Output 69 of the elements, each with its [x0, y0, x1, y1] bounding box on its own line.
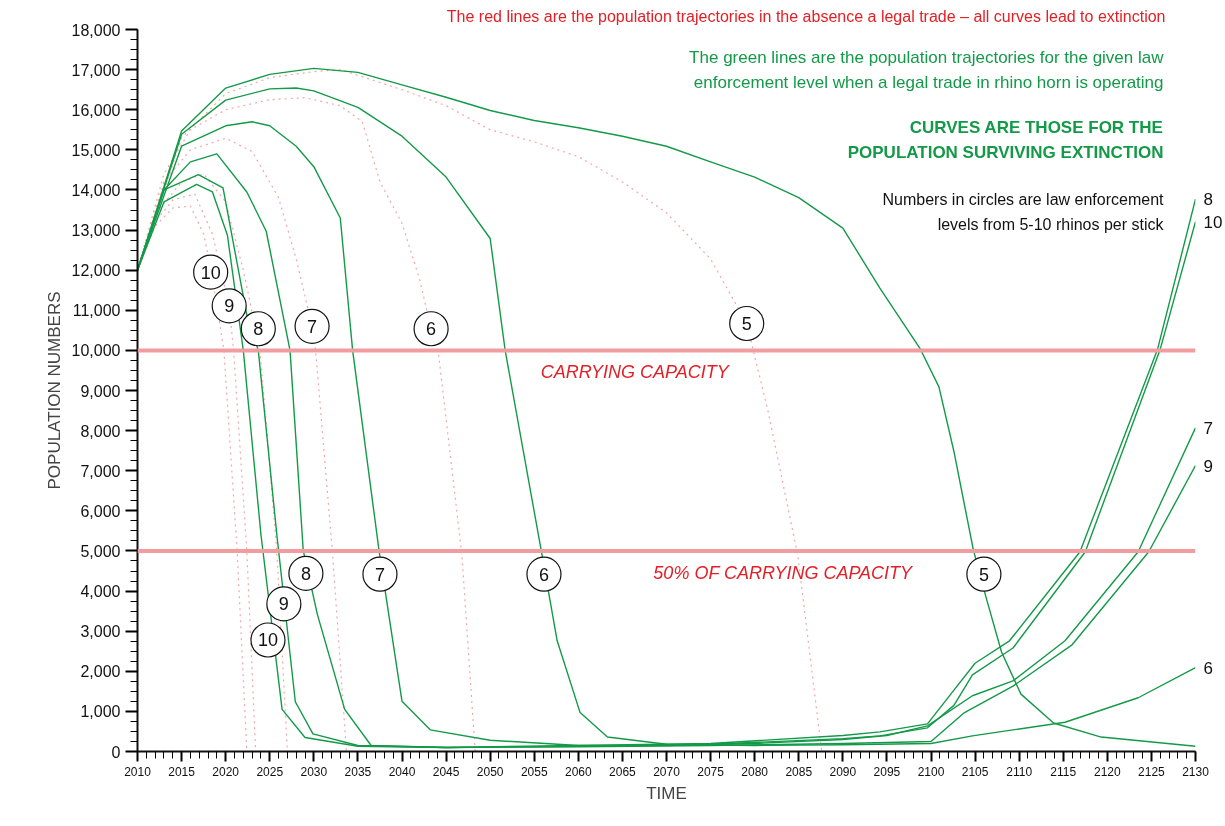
annotation: 8 — [1203, 190, 1213, 210]
y-tick-label: 0 — [111, 743, 121, 761]
x-tick-label: 2040 — [388, 764, 416, 779]
annotation: 10 — [257, 630, 279, 651]
x-tick-label: 2010 — [124, 764, 152, 779]
x-tick-label: 2095 — [873, 764, 901, 779]
annotation: 7 — [374, 564, 385, 585]
x-tick-label: 2125 — [1138, 764, 1166, 779]
x-tick-label: 2115 — [1050, 764, 1077, 779]
annotation: The green lines are the population trajectories for the given law enforcement level when a legal trade in rhino horn is operating — [689, 48, 1165, 92]
x-tick-label: 2045 — [432, 764, 460, 779]
annotation: 9 — [224, 296, 235, 317]
y-tick-label: 3,000 — [80, 623, 121, 641]
x-tick-label: 2120 — [1093, 764, 1122, 779]
y-tick-label: 9,000 — [80, 382, 121, 400]
y-tick-label: 4,000 — [80, 583, 121, 601]
annotation: 6 — [426, 319, 437, 340]
annotation: Numbers in circles are law enforcement levels from 5-10 rhinos per stick — [882, 191, 1165, 233]
x-tick-label: 2065 — [609, 764, 637, 779]
x-tick-label: 2050 — [476, 764, 504, 779]
ref-line-label: CARRYING CAPACITY — [540, 362, 731, 383]
y-tick-label: 2,000 — [80, 663, 121, 681]
y-tick-label: 15,000 — [71, 141, 121, 159]
x-tick-label: 2080 — [741, 764, 769, 779]
x-tick-label: 2070 — [653, 764, 681, 779]
y-tick-label: 1,000 — [80, 703, 121, 721]
y-tick-label: 7,000 — [80, 462, 121, 480]
annotation: 7 — [1203, 418, 1213, 438]
x-tick-label: 2030 — [300, 764, 328, 779]
x-tick-label: 2075 — [697, 764, 725, 779]
y-tick-label: 17,000 — [71, 61, 121, 79]
x-tick-label: 2130 — [1182, 764, 1210, 779]
y-tick-label: 16,000 — [71, 101, 121, 119]
y-tick-label: 5,000 — [80, 542, 121, 560]
x-axis-title: TIME — [646, 783, 687, 803]
annotation: 8 — [300, 563, 311, 584]
annotation: 6 — [1203, 658, 1213, 678]
y-tick-label: 8,000 — [80, 422, 121, 440]
y-tick-label: 14,000 — [71, 181, 121, 199]
x-tick-label: 2020 — [212, 764, 240, 779]
x-tick-label: 2055 — [520, 764, 548, 779]
annotation: 5 — [978, 564, 989, 585]
x-tick-label: 2105 — [961, 764, 989, 779]
annotation: 8 — [253, 319, 264, 340]
x-tick-label: 2035 — [344, 764, 372, 779]
annotation: 6 — [538, 564, 549, 585]
ref-line-label: 50% OF CARRYING CAPACITY — [653, 562, 915, 583]
y-tick-label: 12,000 — [71, 262, 121, 280]
y-tick-label: 11,000 — [72, 302, 121, 320]
annotation: 5 — [741, 314, 752, 335]
y-axis-title: POPULATION NUMBERS — [44, 291, 64, 490]
x-tick-label: 2025 — [256, 764, 284, 779]
annotation: 7 — [307, 316, 318, 337]
x-tick-label: 2015 — [168, 764, 196, 779]
annotation: 9 — [1203, 456, 1213, 476]
y-tick-label: 13,000 — [71, 222, 121, 240]
annotation: 10 — [200, 262, 221, 283]
x-tick-label: 2090 — [829, 764, 857, 779]
y-tick-label: 6,000 — [80, 502, 121, 520]
annotation: 9 — [278, 594, 289, 615]
x-tick-label: 2110 — [1006, 764, 1033, 779]
annotation: CURVES ARE THOSE FOR THE POPULATION SURVIVING EXTINCTION — [847, 118, 1164, 162]
x-tick-label: 2100 — [917, 764, 945, 779]
y-tick-label: 18,000 — [71, 21, 121, 39]
x-tick-label: 2060 — [564, 764, 593, 779]
y-tick-label: 10,000 — [71, 342, 121, 360]
chart-title: The red lines are the population trajectories in the absence a legal trade – all curves lead to extinction — [446, 7, 1166, 25]
x-tick-label: 2085 — [785, 764, 813, 779]
annotation: 10 — [1203, 212, 1223, 232]
